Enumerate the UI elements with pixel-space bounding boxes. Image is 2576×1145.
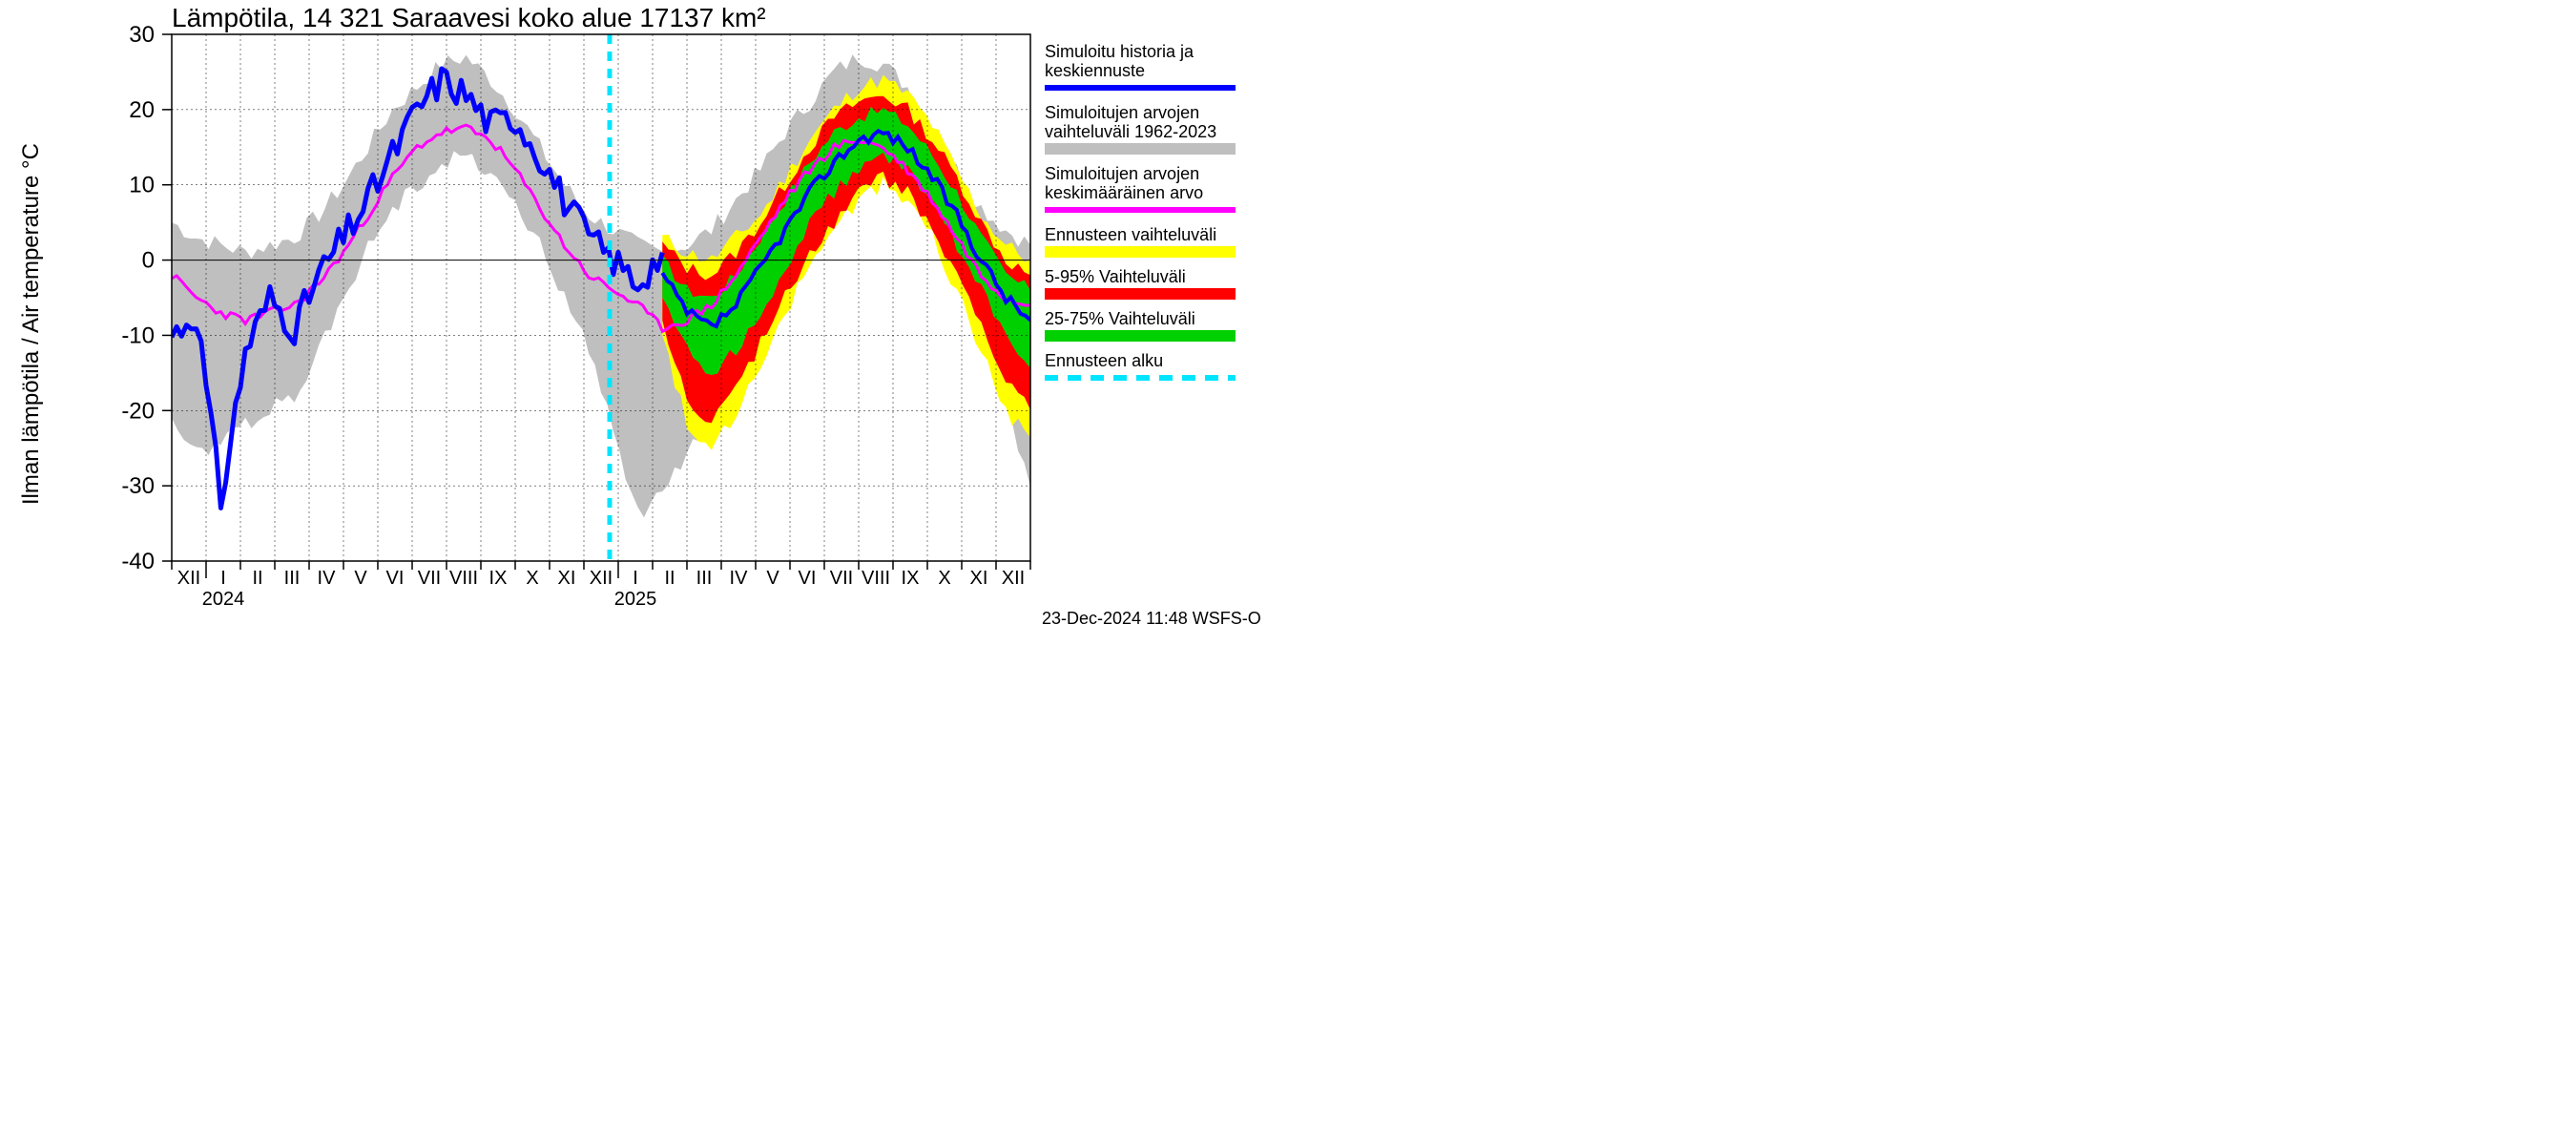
month-label: VI (386, 568, 405, 589)
legend-swatch (1045, 246, 1236, 258)
legend-label: Ennusteen vaihteluväli (1045, 225, 1216, 244)
legend-label: 5-95% Vaihteluväli (1045, 267, 1186, 286)
month-label: IV (730, 568, 749, 589)
y-tick-label: -30 (121, 473, 155, 499)
legend-swatch (1045, 288, 1236, 300)
legend-label: Ennusteen alku (1045, 351, 1163, 370)
chart-title: Lämpötila, 14 321 Saraavesi koko alue 17… (172, 3, 766, 32)
year-label: 2024 (202, 589, 245, 610)
y-tick-label: 0 (142, 248, 155, 274)
month-label: III (696, 568, 713, 589)
month-label: IX (489, 568, 508, 589)
month-label: IX (902, 568, 920, 589)
month-label: X (526, 568, 538, 589)
month-label: XII (590, 568, 613, 589)
month-label: III (284, 568, 301, 589)
legend-label: Simuloitu historia ja (1045, 42, 1195, 61)
month-label: I (633, 568, 638, 589)
y-tick-label: 20 (129, 97, 155, 123)
month-label: XII (1002, 568, 1025, 589)
legend-label: keskimääräinen arvo (1045, 183, 1203, 202)
temperature-chart: -40-30-20-100102030XIIIIIIIIIVVVIVIIVIII… (0, 0, 1431, 635)
legend-label: Simuloitujen arvojen (1045, 164, 1199, 183)
y-axis-label: Ilman lämpötila / Air temperature °C (18, 143, 44, 505)
legend-label: 25-75% Vaihteluväli (1045, 309, 1195, 328)
month-label: VI (799, 568, 817, 589)
legend-label: Simuloitujen arvojen (1045, 103, 1199, 122)
y-tick-label: -10 (121, 323, 155, 348)
month-label: XI (970, 568, 988, 589)
y-tick-label: -40 (121, 549, 155, 574)
month-label: V (766, 568, 779, 589)
month-label: VIII (449, 568, 478, 589)
month-label: V (354, 568, 367, 589)
y-tick-label: 10 (129, 173, 155, 198)
month-label: I (220, 568, 226, 589)
legend-label: keskiennuste (1045, 61, 1145, 80)
month-label: XII (177, 568, 200, 589)
month-label: VII (418, 568, 441, 589)
month-label: XI (558, 568, 576, 589)
month-label: II (252, 568, 262, 589)
month-label: X (938, 568, 950, 589)
month-label: VIII (862, 568, 890, 589)
month-label: II (664, 568, 675, 589)
legend-label: vaihteluväli 1962-2023 (1045, 122, 1216, 141)
legend-swatch (1045, 143, 1236, 155)
month-label: IV (318, 568, 337, 589)
year-label: 2025 (614, 589, 657, 610)
month-label: VII (830, 568, 853, 589)
chart-svg: -40-30-20-100102030XIIIIIIIIIVVVIVIIVIII… (0, 0, 1431, 635)
y-tick-label: -20 (121, 398, 155, 424)
y-tick-label: 30 (129, 22, 155, 48)
footer-timestamp: 23-Dec-2024 11:48 WSFS-O (1042, 609, 1261, 628)
legend-swatch (1045, 330, 1236, 342)
